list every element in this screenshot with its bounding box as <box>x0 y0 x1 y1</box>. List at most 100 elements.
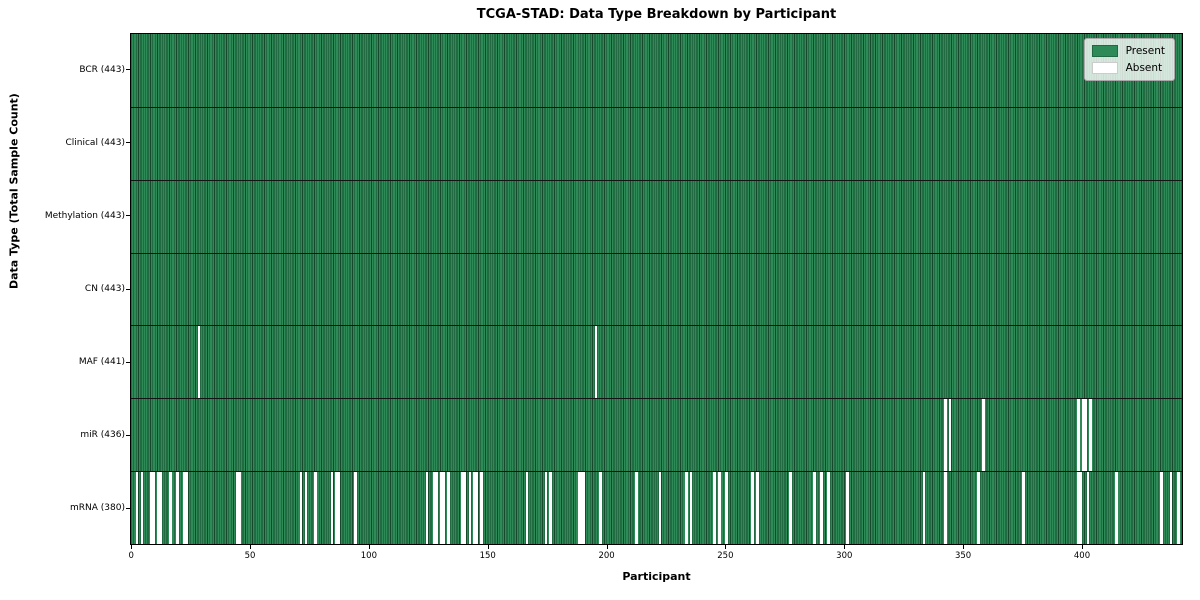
absent-gap <box>299 472 303 544</box>
x-tick-mark <box>1082 545 1083 549</box>
absent-gap <box>432 472 436 544</box>
absent-gap <box>549 472 553 544</box>
absent-gap <box>304 472 308 544</box>
absent-gap <box>689 472 693 544</box>
y-tick-label-Clinical: Clinical (443) <box>65 137 125 148</box>
absent-gap <box>157 472 160 544</box>
absent-gap <box>176 472 179 544</box>
y-tick-label-BCR: BCR (443) <box>79 64 125 75</box>
y-tick-mark <box>126 215 130 217</box>
chart-title: TCGA-STAD: Data Type Breakdown by Partic… <box>476 7 837 22</box>
absent-gap <box>447 472 450 544</box>
absent-gap <box>634 472 638 544</box>
absent-gap <box>480 472 484 544</box>
heatmap-row-Methylation <box>131 179 1182 253</box>
absent-gap <box>461 472 465 544</box>
x-tick-label-350: 350 <box>954 551 972 561</box>
x-tick-label-200: 200 <box>598 551 615 561</box>
plot-area: Present Absent <box>130 33 1183 545</box>
y-tick-mark <box>126 142 130 144</box>
absent-gap <box>440 472 443 544</box>
absent-gap <box>827 472 831 544</box>
absent-gap <box>1169 472 1173 544</box>
absent-gap <box>1084 399 1087 472</box>
legend-entry-absent: Absent <box>1091 62 1165 74</box>
absent-gap <box>820 472 823 544</box>
absent-gap <box>468 472 472 544</box>
x-tick-mark <box>963 545 965 549</box>
x-tick-mark <box>606 545 608 549</box>
absent-gap <box>354 472 358 544</box>
absent-gap <box>150 472 153 544</box>
x-tick-label-250: 250 <box>717 551 734 561</box>
x-tick-label-50: 50 <box>244 551 256 561</box>
absent-gap <box>1160 472 1163 544</box>
absent-gap <box>713 472 717 544</box>
absent-gap <box>1115 472 1118 544</box>
absent-gap <box>135 472 139 544</box>
absent-gap <box>185 472 189 544</box>
absent-gap <box>943 399 947 472</box>
heatmap-row-BCR <box>131 34 1182 107</box>
absent-gap <box>473 472 476 544</box>
absent-gap <box>1176 472 1180 544</box>
absent-gap <box>718 472 721 544</box>
absent-gap <box>330 472 334 544</box>
x-tick-label-300: 300 <box>836 551 853 561</box>
absent-gap <box>1022 472 1026 544</box>
y-tick-label-Methylation: Methylation (443) <box>44 210 125 221</box>
absent-gap <box>159 472 163 544</box>
absent-gap <box>846 472 850 544</box>
absent-gap <box>1079 472 1083 544</box>
y-tick-label-mRNA: mRNA (380) <box>70 503 125 514</box>
heatmap-row-CN <box>131 252 1182 326</box>
absent-gap <box>1077 472 1080 544</box>
absent-gap <box>756 472 759 544</box>
y-tick-label-MAF: MAF (441) <box>78 357 125 368</box>
x-tick-label-150: 150 <box>479 551 496 561</box>
absent-gap <box>582 472 586 544</box>
absent-gap <box>337 472 341 544</box>
heatmap-row-miR <box>131 398 1182 472</box>
legend-absent-label: Absent <box>1125 62 1163 74</box>
absent-gap <box>335 472 339 544</box>
x-tick-mark <box>131 545 133 549</box>
absent-gap <box>1086 472 1090 544</box>
absent-gap <box>751 472 755 544</box>
x-tick-mark <box>487 545 489 549</box>
absent-gap <box>314 472 317 544</box>
absent-gap <box>169 472 172 544</box>
absent-gap <box>197 326 201 399</box>
absent-gap <box>594 326 598 399</box>
x-tick-mark <box>368 545 370 549</box>
legend-present-label: Present <box>1125 45 1165 57</box>
absent-gap <box>140 472 144 544</box>
absent-gap <box>475 472 479 544</box>
absent-gap <box>977 472 980 544</box>
absent-gap <box>813 472 816 544</box>
y-tick-label-miR: miR (436) <box>80 430 125 441</box>
y-tick-mark <box>126 507 130 509</box>
x-tick-label-100: 100 <box>360 551 377 561</box>
heatmap-rows-layer <box>131 34 1182 544</box>
present-swatch-icon <box>1091 45 1118 57</box>
absent-swatch-icon <box>1091 62 1118 74</box>
absent-gap <box>1088 399 1092 472</box>
absent-gap <box>1081 399 1085 472</box>
heatmap-row-Clinical <box>131 106 1182 180</box>
y-tick-mark <box>126 434 130 436</box>
x-tick-label-400: 400 <box>1073 551 1091 561</box>
absent-gap <box>425 472 429 544</box>
absent-gap <box>463 472 467 544</box>
absent-gap <box>789 472 793 544</box>
heatmap-row-mRNA <box>131 471 1182 544</box>
y-tick-label-CN: CN (443) <box>84 284 125 294</box>
absent-gap <box>1077 399 1080 472</box>
y-tick-mark <box>126 69 130 71</box>
y-axis-title: Data Type (Total Sample Count) <box>7 93 21 289</box>
absent-gap <box>183 472 186 544</box>
absent-gap <box>943 472 947 544</box>
absent-gap <box>544 472 548 544</box>
absent-gap <box>152 472 156 544</box>
